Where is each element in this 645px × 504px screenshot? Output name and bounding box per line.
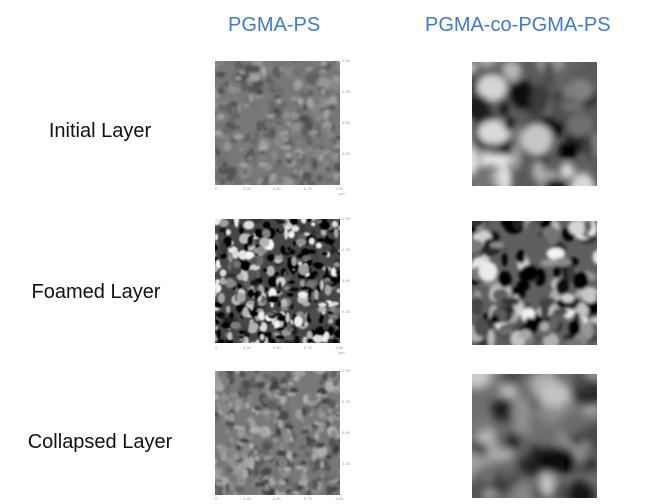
x-tick: 0 <box>215 186 218 191</box>
afm-image-copolymer-collapsed <box>472 374 597 498</box>
y-tick: 0.75 <box>342 89 350 94</box>
x-tick: 0.25 <box>243 496 251 501</box>
afm-y-scale-initial: 1.00 0.75 0.50 0.25 <box>342 58 358 186</box>
row-label-foamed-layer: Foamed Layer <box>31 281 161 303</box>
afm-y-scale-foamed: 1.00 0.75 0.50 0.25 <box>342 216 358 344</box>
afm-y-scale-collapsed: 1.00 0.75 0.50 0.25 <box>342 368 358 496</box>
afm-x-scale-collapsed: 0 0.25 0.50 0.75 1.00 <box>215 496 355 504</box>
column-title-pgma-ps: PGMA-PS <box>228 14 321 36</box>
x-tick: 0.25 <box>243 186 251 191</box>
y-tick: 0.50 <box>342 120 350 125</box>
x-tick: 1.00 <box>335 186 343 191</box>
afm-image-copolymer-foamed <box>472 221 597 345</box>
afm-image-pgma-ps-collapsed <box>215 371 340 495</box>
row-label-collapsed-layer: Collapsed Layer <box>27 431 173 453</box>
x-tick: 0 <box>215 345 218 350</box>
x-tick: 0.50 <box>273 496 281 501</box>
y-tick: 0.75 <box>342 399 350 404</box>
afm-image-copolymer-initial <box>472 62 597 186</box>
y-tick: 0.75 <box>342 247 350 252</box>
column-title-pgma-co-pgma-ps: PGMA-co-PGMA-PS <box>425 14 611 36</box>
x-unit: μm <box>339 191 345 196</box>
afm-image-pgma-ps-initial <box>215 61 340 185</box>
y-tick: 0.25 <box>342 309 350 314</box>
x-tick: 0.50 <box>273 186 281 191</box>
y-tick: 0.25 <box>342 461 350 466</box>
y-tick: 1.00 <box>342 368 350 373</box>
y-tick: 1.00 <box>342 216 350 221</box>
x-tick: 1.00 <box>335 345 343 350</box>
x-unit: μm <box>339 350 345 355</box>
x-tick: 1.00 <box>335 496 343 501</box>
afm-x-scale-initial: 0 0.25 0.50 0.75 1.00 μm <box>215 186 355 196</box>
x-tick: 0.75 <box>304 496 312 501</box>
x-tick: 0.25 <box>243 345 251 350</box>
y-tick: 0.50 <box>342 278 350 283</box>
y-tick: 0.50 <box>342 430 350 435</box>
afm-image-pgma-ps-foamed <box>215 219 340 343</box>
x-tick: 0.75 <box>304 345 312 350</box>
x-tick: 0 <box>215 496 218 501</box>
x-tick: 0.50 <box>273 345 281 350</box>
y-tick: 0.25 <box>342 151 350 156</box>
afm-x-scale-foamed: 0 0.25 0.50 0.75 1.00 μm <box>215 345 355 355</box>
x-tick: 0.75 <box>304 186 312 191</box>
row-label-initial-layer: Initial Layer <box>48 120 152 142</box>
y-tick: 1.00 <box>342 58 350 63</box>
